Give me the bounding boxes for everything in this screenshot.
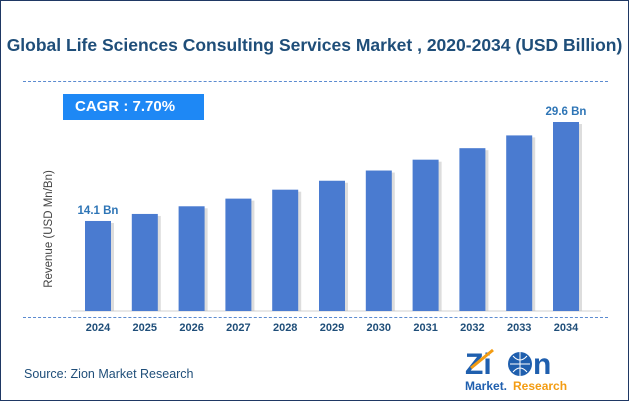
- x-tick-label: 2025: [133, 322, 157, 334]
- x-tick-label: 2032: [460, 322, 484, 334]
- x-tick-label: 2034: [554, 322, 579, 334]
- bar-2026: [178, 206, 205, 311]
- cagr-badge: CAGR : 7.70%: [63, 94, 204, 120]
- x-tick-label: 2024: [86, 322, 111, 334]
- x-tick-label: 2033: [507, 322, 531, 334]
- source-text: Source: Zion Market Research: [24, 367, 194, 381]
- x-tick-label: 2028: [273, 322, 297, 334]
- x-tick-label: 2029: [320, 322, 344, 334]
- bar-2033: [506, 135, 533, 311]
- axis-divider: [23, 317, 608, 318]
- bar-2034: [553, 122, 579, 311]
- svg-text:Market.: Market.: [465, 379, 507, 393]
- x-tick-label: 2031: [413, 322, 437, 334]
- data-label: 14.1 Bn: [78, 205, 119, 217]
- x-tick-label: 2026: [179, 322, 203, 334]
- bar-2024: [85, 220, 111, 311]
- bar-2028: [272, 189, 299, 311]
- svg-text:n: n: [533, 348, 551, 381]
- bar-2031: [412, 159, 439, 311]
- x-tick-label: 2027: [226, 322, 250, 334]
- bar-2027: [225, 198, 252, 311]
- bar-2030: [365, 170, 392, 311]
- bar-2032: [459, 148, 486, 311]
- data-label: 29.6 Bn: [546, 106, 587, 118]
- bar-2025: [131, 213, 158, 311]
- zion-logo: Zi n Market. Research: [465, 348, 567, 393]
- chart-title: Global Life Sciences Consulting Services…: [6, 35, 623, 55]
- x-tick-label: 2030: [367, 322, 391, 334]
- bar-2029: [319, 180, 345, 311]
- top-divider: [23, 81, 608, 82]
- svg-text:Research: Research: [513, 379, 567, 393]
